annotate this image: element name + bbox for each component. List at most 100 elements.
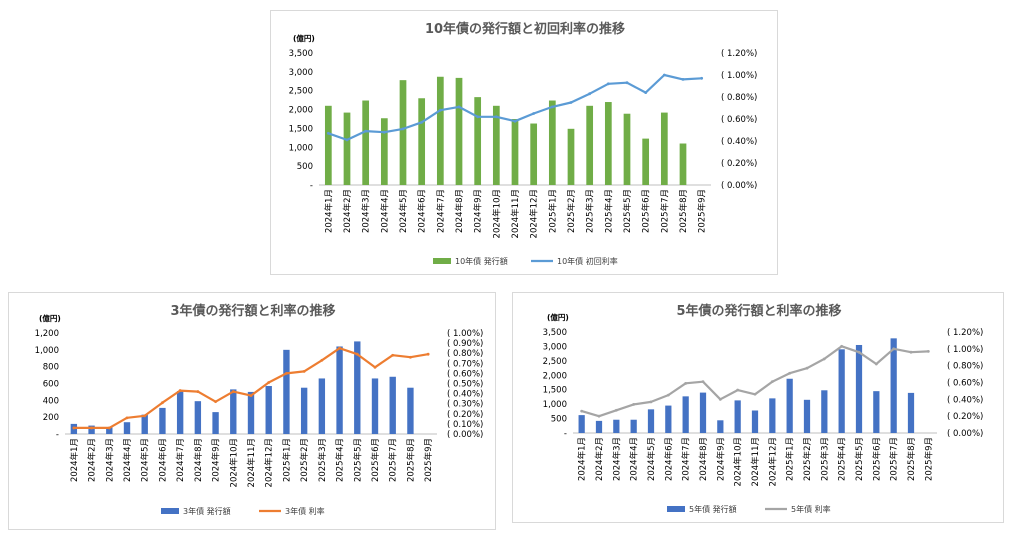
rate-point — [666, 393, 670, 397]
legend: 3年債 発行額 3年債 利率 — [161, 506, 325, 516]
rate-point — [840, 344, 844, 348]
x-tick-label: 2025年1月 — [281, 438, 292, 482]
rate-point — [513, 119, 517, 123]
x-tick-label: 2024年8月 — [454, 189, 465, 233]
rate-point — [476, 115, 480, 119]
x-tick-label: 2025年2月 — [566, 189, 577, 233]
bar — [343, 112, 351, 185]
rate-point — [457, 105, 461, 109]
y-right-tick-label: ( 0.60%) — [947, 379, 983, 389]
legend-bar-label: 5年債 発行額 — [689, 504, 737, 514]
x-tick-label: 2024年9月 — [211, 438, 222, 482]
bar — [230, 389, 237, 434]
y-right-tick-label: ( 0.40%) — [947, 395, 983, 405]
chart-3yr-bond: 3年債の発行額と利率の推移 (億円) - 200 400 600 800 1,000 1,200… — [8, 292, 496, 530]
x-tick-label: 2024年5月 — [140, 438, 151, 482]
bar — [803, 399, 811, 433]
x-tick-label: 2024年5月 — [646, 437, 657, 481]
x-tick-label: 2024年7月 — [175, 438, 186, 482]
bar — [578, 415, 585, 433]
x-tick-label: 2025年3月 — [819, 437, 830, 481]
bar — [604, 102, 612, 185]
x-tick-label: 2025年5月 — [854, 437, 865, 481]
bar — [595, 420, 603, 433]
y-right-tick-label: ( 0.00%) — [721, 181, 757, 191]
y-left-tick-label: - — [310, 181, 313, 191]
x-tick-label: 2024年1月 — [69, 438, 80, 482]
bar — [159, 407, 166, 434]
rate-point — [178, 389, 182, 392]
x-tick-label: 2024年11月 — [246, 438, 257, 487]
rate-point — [107, 426, 111, 430]
bar — [492, 105, 500, 185]
rate-point — [580, 409, 584, 413]
bar — [194, 401, 202, 434]
bar — [436, 76, 444, 185]
rate-point — [909, 350, 913, 354]
chart-3yr-bond-svg: 3年債の発行額と利率の推移 (億円) - 200 400 600 800 1,000 1,200… — [35, 303, 484, 516]
rate-point — [326, 131, 330, 135]
bar — [247, 391, 255, 434]
y-right-tick-label: ( 0.70%) — [447, 359, 483, 369]
bar — [586, 105, 594, 185]
legend-bar-swatch — [161, 508, 179, 514]
rate-point — [355, 352, 359, 356]
x-tick-label: 2024年2月 — [87, 438, 98, 482]
x-tick-label: 2025年6月 — [641, 189, 652, 233]
chart-10yr-bond: 10年債の発行額と初回利率の推移 (億円) - 500 1,000 1,500 2,000 2… — [270, 10, 778, 275]
bar — [717, 420, 724, 433]
x-tick-label: 2025年6月 — [871, 437, 882, 481]
y-right-tick-label: ( 1.00%) — [721, 71, 757, 81]
y-left-tick-label: - — [564, 429, 567, 439]
rate-point — [373, 365, 377, 369]
y-left-tick-label: 1,500 — [543, 386, 567, 396]
y-right-tick-label: ( 0.50%) — [447, 380, 483, 390]
legend-bar-label: 3年債 発行額 — [183, 506, 231, 516]
bar — [474, 97, 482, 185]
bar — [751, 410, 759, 433]
x-tick-label: 2025年8月 — [678, 189, 689, 233]
bar — [699, 392, 707, 433]
rate-point — [249, 394, 253, 398]
y-left-tick-label: 1,200 — [35, 329, 59, 339]
bar — [660, 112, 668, 185]
y-right-tick-label: ( 0.20%) — [947, 412, 983, 422]
x-tick-label: 2025年2月 — [299, 438, 310, 482]
y-right-tick-label: ( 0.00%) — [947, 429, 983, 439]
x-tick-label: 2024年11月 — [510, 189, 521, 238]
rate-point — [338, 346, 341, 350]
rate-point — [632, 402, 636, 406]
rate-point — [267, 381, 271, 384]
rate-point — [143, 414, 147, 418]
bar — [630, 419, 637, 433]
rate-point — [892, 347, 896, 351]
bar — [371, 378, 379, 434]
x-tick-label: 2024年10月 — [491, 189, 502, 238]
rate-point — [736, 388, 740, 392]
legend-bar-label: 10年債 発行額 — [455, 256, 508, 266]
legend: 5年債 発行額 5年債 利率 — [667, 504, 831, 514]
bar — [123, 422, 131, 434]
bar — [389, 376, 396, 434]
rate-point — [409, 355, 412, 359]
x-tick-label: 2024年12月 — [529, 189, 540, 238]
bar — [855, 344, 863, 433]
y-right-tick-label: ( 0.20%) — [721, 159, 757, 169]
y-left-tick-label: 1,000 — [289, 143, 313, 153]
bar — [613, 419, 620, 433]
rate-point — [364, 129, 368, 133]
rate-point — [569, 101, 573, 104]
y-right-tick-label: ( 0.40%) — [447, 390, 483, 400]
x-tick-label: 2025年4月 — [837, 437, 848, 481]
x-tick-label: 2025年4月 — [335, 438, 346, 482]
x-tick-label: 2025年7月 — [388, 438, 399, 482]
y-left-tick-label: 3,000 — [543, 342, 567, 352]
bar — [88, 425, 95, 434]
y-right-tick-label: ( 1.20%) — [947, 328, 983, 338]
x-tick-label: 2024年6月 — [157, 438, 168, 482]
rate-point — [822, 357, 826, 361]
chart-5yr-bond-svg: 5年債の発行額と利率の推移 (億円) - 500 1,000 1,500 2,000 2,50… — [543, 303, 984, 514]
rate-point — [649, 400, 653, 404]
bar — [838, 349, 845, 433]
x-tick-label: 2025年2月 — [802, 437, 813, 481]
